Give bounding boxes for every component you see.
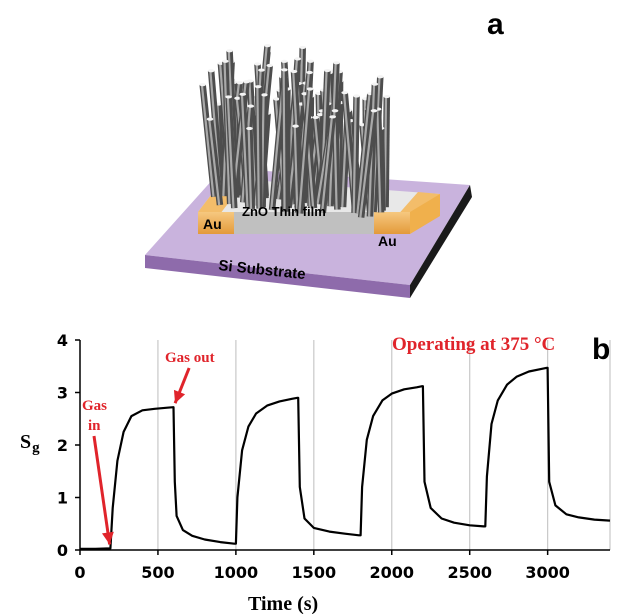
gas-in-arrow — [92, 435, 112, 545]
nanorod-tip — [280, 59, 288, 63]
x-tick-label: 2000 — [369, 563, 414, 582]
x-tick-label: 1500 — [292, 563, 337, 582]
gas-in-arrow-head — [101, 531, 114, 545]
nanorod-tip — [341, 91, 349, 95]
nanorod-tip — [290, 69, 298, 74]
nanorod-tip — [236, 81, 244, 85]
nanorod-tip — [254, 85, 262, 89]
nanorod-tip — [239, 92, 247, 96]
gas-in-label-line1: Gas — [82, 398, 107, 414]
nanorod-highlight — [282, 69, 286, 212]
nanorod-tip — [331, 109, 339, 113]
operating-note: Operating at 375 °C — [392, 334, 555, 355]
au-left-pad — [198, 212, 234, 234]
nanorod-tip — [371, 82, 379, 86]
nanorod-tip — [353, 94, 360, 98]
substrate-side — [410, 185, 472, 298]
nanorod-tip — [226, 49, 233, 53]
series-line — [80, 366, 611, 550]
nanorod-tip — [312, 115, 319, 119]
y-axis-label-sub: g — [32, 440, 40, 456]
y-tick-label: 0 — [57, 541, 68, 560]
y-axis-label: Sg — [20, 431, 40, 456]
panel-letter-a: a — [487, 8, 504, 41]
nanorod-tip — [370, 109, 378, 113]
nanorod-tip — [306, 87, 314, 91]
au-left-label: Au — [203, 216, 222, 232]
gas-in-label-line2: in — [88, 418, 101, 434]
nanorod-tip — [294, 57, 302, 61]
nanorod-tip — [199, 83, 206, 87]
y-tick-label: 3 — [57, 384, 68, 403]
nanorod-tip — [246, 126, 253, 131]
gas-out-arrow-head — [173, 389, 186, 404]
nanorod-highlight — [256, 86, 260, 209]
nanorod-highlight — [223, 61, 231, 205]
y-tick-label: 4 — [57, 331, 68, 350]
x-tick-label: 3000 — [525, 563, 570, 582]
nanorod-tip — [266, 63, 274, 68]
nanorod-tip — [333, 61, 340, 65]
nanorod-tip — [234, 96, 241, 100]
nanorod-tip — [383, 94, 391, 99]
nanorod-tip — [376, 75, 384, 79]
y-tick-label: 1 — [57, 489, 68, 508]
nanorod-tip — [292, 124, 299, 128]
nanorod-highlight — [359, 110, 375, 218]
nanorod-highlight — [376, 109, 382, 213]
au-right-pad — [374, 212, 410, 234]
gas-out-label: Gas out — [165, 350, 215, 366]
nanorod-tip — [222, 59, 229, 63]
nanorod-tip — [206, 117, 214, 121]
x-tick-label: 1000 — [214, 563, 259, 582]
nanorod-tip — [207, 69, 215, 73]
device-schematic: Au ZnO Thin film Au Si Substrate — [145, 44, 472, 298]
thin-film-label: ZnO Thin film — [242, 204, 326, 219]
response-chart: 0 1 2 3 4 0 500 1000 1500 2000 2500 3000 Sg Time (… — [20, 331, 611, 614]
nanorod-highlight — [356, 93, 371, 214]
au-right-label: Au — [378, 233, 397, 249]
x-tick-label: 0 — [74, 563, 85, 582]
x-tick-label: 2500 — [447, 563, 492, 582]
panel-letter-b: b — [592, 333, 611, 366]
nanorod-tip — [299, 45, 307, 50]
nanorod-highlight — [226, 96, 235, 209]
y-axis: 0 1 2 3 4 — [57, 331, 81, 560]
y-tick-label: 2 — [57, 436, 68, 455]
nanorod-highlight — [247, 128, 253, 209]
x-axis-label: Time (s) — [248, 593, 318, 614]
nanorod-tip — [316, 112, 324, 117]
nanorod-tip — [329, 115, 337, 119]
nanorod-tip — [281, 68, 288, 72]
zno-nanorods — [199, 44, 391, 218]
chart-grid — [157, 340, 611, 550]
nanorod-highlight — [240, 94, 249, 208]
nanorod-tip — [273, 97, 280, 101]
block-side — [410, 194, 440, 234]
nanorod-highlight — [200, 84, 215, 197]
nanorod-tip — [264, 44, 271, 48]
x-tick-label: 500 — [141, 563, 174, 582]
nanorod-tip — [306, 70, 313, 75]
nanorod-tip — [254, 62, 261, 66]
nanorod-highlight — [298, 88, 311, 214]
nanorod-tip — [258, 68, 265, 72]
thin-film-front — [234, 212, 374, 234]
y-axis-label-main: S — [20, 431, 31, 453]
nanorod-tip — [307, 59, 314, 63]
nanorod-tip — [261, 93, 268, 97]
nanorod-highlight — [320, 116, 334, 214]
substrate-front — [145, 255, 410, 298]
nanorod-tip — [243, 80, 250, 84]
nanorod-highlight — [208, 119, 221, 206]
nanorod-highlight — [293, 126, 299, 213]
nanorod-highlight — [352, 96, 357, 213]
annotation-arrows — [92, 367, 191, 545]
x-axis: 0 500 1000 1500 2000 2500 3000 — [74, 549, 610, 582]
nanorod-tip — [247, 104, 255, 108]
nanorod-tip — [225, 95, 232, 99]
nanorod-tip — [324, 68, 331, 73]
